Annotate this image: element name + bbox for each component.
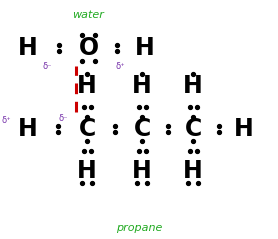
Text: propane: propane [116, 223, 163, 233]
Text: water: water [73, 10, 105, 20]
Text: H: H [18, 117, 38, 141]
Text: δ⁺: δ⁺ [2, 116, 11, 125]
Text: δ⁻: δ⁻ [59, 114, 68, 123]
Text: C: C [134, 117, 151, 141]
Text: C: C [185, 117, 202, 141]
Text: H: H [132, 159, 152, 183]
Text: H: H [132, 74, 152, 98]
Text: H: H [183, 159, 203, 183]
Text: O: O [78, 36, 98, 60]
Text: δ⁻: δ⁻ [42, 61, 52, 71]
Text: C: C [78, 117, 96, 141]
Text: δ⁺: δ⁺ [115, 61, 125, 71]
Text: H: H [77, 74, 97, 98]
Text: H: H [135, 36, 155, 60]
Text: H: H [183, 74, 203, 98]
Text: H: H [18, 36, 38, 60]
Text: H: H [234, 117, 254, 141]
Text: H: H [77, 159, 97, 183]
